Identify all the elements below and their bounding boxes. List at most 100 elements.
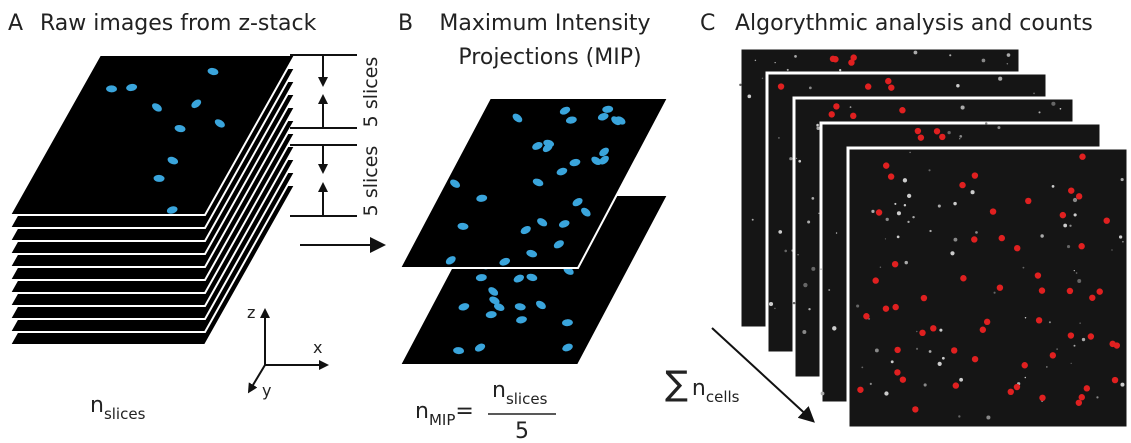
cell-detect (894, 369, 900, 375)
noise (747, 95, 751, 99)
noise (975, 231, 978, 234)
noise (1067, 245, 1070, 248)
noise (1038, 111, 1040, 113)
z-stack (10, 55, 295, 345)
cell-detect (1076, 400, 1082, 406)
noise (870, 383, 872, 385)
cell-detect (888, 84, 894, 90)
noise (787, 69, 789, 71)
cell-detect (894, 347, 900, 353)
figure: A Raw images from z-stack B Maximum Inte… (0, 0, 1131, 443)
cell-detect (930, 325, 936, 331)
cell-detect (892, 261, 898, 267)
cell-detect (888, 173, 894, 179)
cell-detect (980, 327, 986, 333)
noise (958, 415, 960, 417)
cell-detect (1067, 288, 1073, 294)
cell-detect (883, 162, 889, 168)
noise (797, 254, 798, 255)
noise (1063, 224, 1067, 228)
axis-label: z (247, 303, 255, 322)
noise (947, 131, 950, 134)
noise (905, 261, 908, 264)
cell-detect (1022, 362, 1028, 368)
noise (884, 391, 888, 395)
noise (1119, 235, 1122, 238)
noise (1073, 198, 1077, 202)
cell-detect (1079, 154, 1085, 160)
noise (982, 59, 986, 63)
noise (1007, 53, 1011, 57)
noise (924, 383, 927, 386)
mip-formula: nMIP= (415, 399, 474, 429)
noise (950, 251, 954, 255)
noise (1079, 322, 1081, 324)
cell-detect (939, 134, 945, 140)
cell-detect (1050, 352, 1056, 358)
noise (850, 106, 852, 108)
noise (821, 392, 825, 396)
mip-numerator: nslices (492, 378, 548, 408)
cell-detect (972, 172, 978, 178)
mip-denominator: 5 (515, 419, 529, 443)
noise (916, 331, 917, 332)
cell-detect (1088, 333, 1094, 339)
noise (1056, 348, 1058, 350)
cell-detect (1076, 193, 1082, 199)
noise (769, 302, 773, 306)
panel-letter: B (398, 11, 413, 36)
noise (789, 157, 792, 160)
mip-slabs (400, 98, 668, 365)
noise (886, 218, 889, 221)
cell-detect (872, 277, 878, 283)
noise (807, 220, 810, 223)
noise (929, 230, 931, 232)
cell-detect (999, 235, 1005, 241)
noise (903, 178, 907, 182)
cell-detect (883, 305, 889, 311)
noise (1025, 377, 1027, 379)
noise (912, 216, 914, 218)
noise (856, 304, 859, 307)
noise (897, 236, 900, 239)
cell-detect (960, 275, 966, 281)
cell-detect (919, 330, 925, 336)
noise (959, 378, 963, 382)
cell-detect (1112, 377, 1118, 383)
noise (914, 51, 918, 55)
noise (871, 210, 874, 213)
noise (986, 416, 990, 420)
noise (839, 69, 841, 71)
noise (1049, 321, 1051, 323)
cell-detect (832, 56, 838, 62)
noise (938, 204, 941, 207)
noise (1074, 345, 1076, 347)
noise (894, 203, 896, 205)
noise (811, 267, 815, 271)
noise (1096, 396, 1098, 398)
noise (816, 126, 820, 130)
noise (891, 360, 894, 363)
noise (904, 204, 906, 206)
noise (1051, 102, 1055, 106)
cell-detect (1008, 389, 1014, 395)
cell-detect (1068, 187, 1074, 193)
cell-detect (990, 208, 996, 214)
axis-label: y (262, 381, 271, 400)
noise (929, 350, 932, 353)
noise (752, 219, 754, 221)
cell-detect (951, 347, 957, 353)
slice-label: 5 slices (360, 146, 382, 217)
cell-detect (848, 59, 854, 65)
noise (942, 357, 945, 360)
cell-detect (778, 83, 784, 89)
noise (1111, 249, 1112, 250)
noise (1122, 241, 1124, 243)
noise (794, 55, 797, 58)
noise (885, 238, 886, 239)
noise (755, 60, 756, 61)
cell-detect (857, 387, 863, 393)
noise (820, 268, 821, 269)
cell-detect (885, 78, 891, 84)
noise (828, 289, 830, 291)
